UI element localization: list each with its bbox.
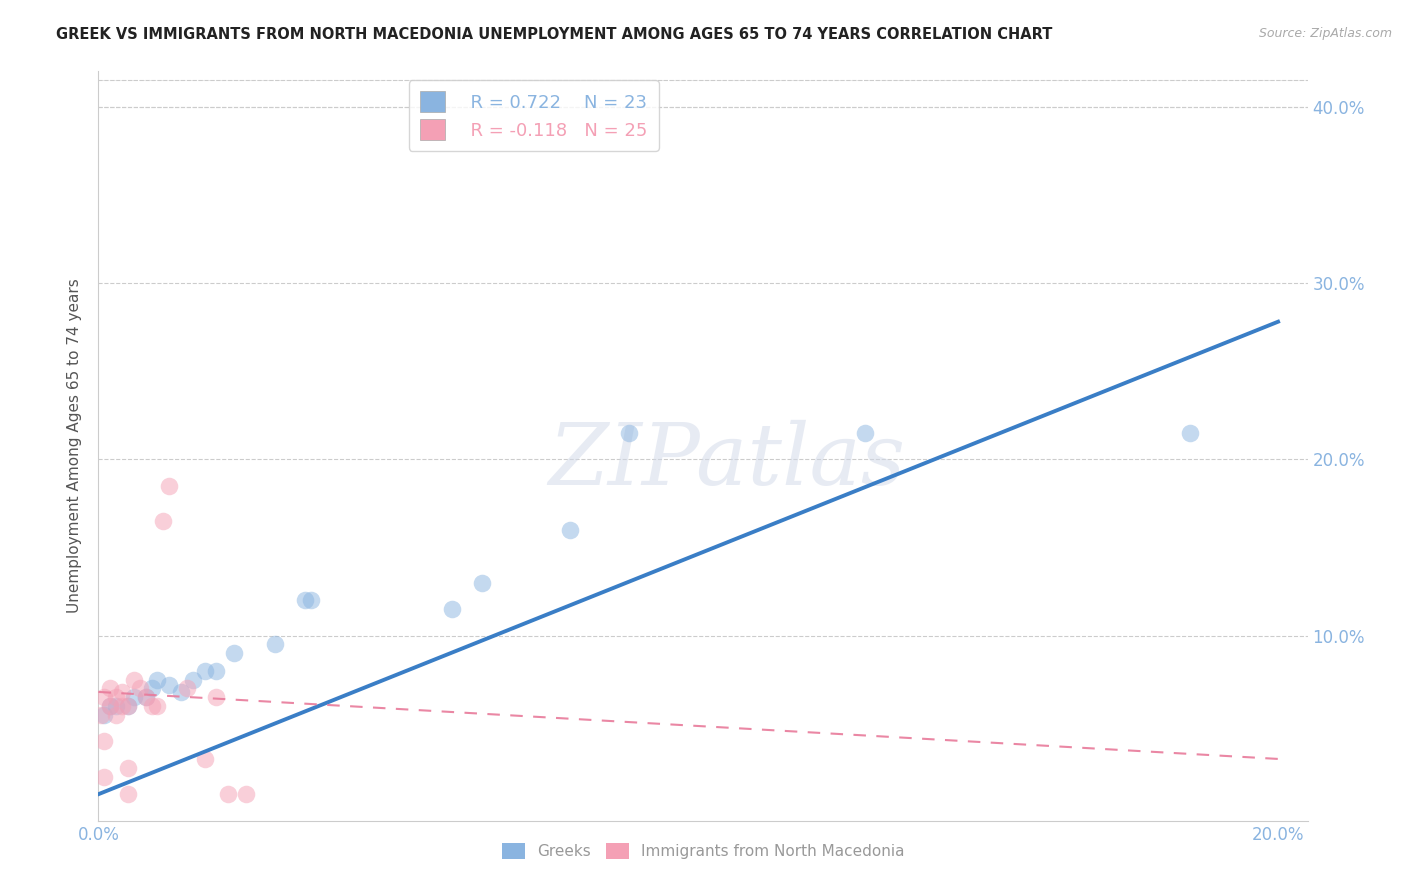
Point bbox=[294, 593, 316, 607]
Point bbox=[135, 690, 157, 705]
Point bbox=[111, 699, 134, 714]
Point bbox=[146, 673, 169, 687]
Point bbox=[181, 673, 204, 687]
Point bbox=[128, 681, 150, 696]
Text: Source: ZipAtlas.com: Source: ZipAtlas.com bbox=[1258, 27, 1392, 40]
Point bbox=[217, 787, 239, 801]
Point bbox=[170, 685, 193, 699]
Point bbox=[90, 707, 112, 722]
Point bbox=[93, 707, 115, 722]
Point bbox=[93, 690, 115, 705]
Point bbox=[93, 734, 115, 748]
Point bbox=[117, 787, 139, 801]
Point bbox=[560, 523, 582, 537]
Point bbox=[111, 685, 134, 699]
Point bbox=[105, 699, 128, 714]
Point bbox=[157, 678, 180, 692]
Point bbox=[222, 646, 245, 660]
Point bbox=[117, 761, 139, 775]
Point bbox=[105, 690, 128, 705]
Point bbox=[146, 699, 169, 714]
Point bbox=[141, 681, 163, 696]
Point bbox=[264, 637, 287, 651]
Point bbox=[141, 699, 163, 714]
Point bbox=[122, 690, 145, 705]
Point bbox=[194, 752, 217, 766]
Point bbox=[441, 602, 464, 616]
Point bbox=[194, 664, 217, 678]
Text: GREEK VS IMMIGRANTS FROM NORTH MACEDONIA UNEMPLOYMENT AMONG AGES 65 TO 74 YEARS : GREEK VS IMMIGRANTS FROM NORTH MACEDONIA… bbox=[56, 27, 1053, 42]
Point bbox=[157, 478, 180, 492]
Point bbox=[98, 681, 121, 696]
Point bbox=[471, 575, 494, 590]
Point bbox=[1178, 425, 1201, 440]
Point bbox=[93, 770, 115, 784]
Point bbox=[205, 664, 228, 678]
Point bbox=[619, 425, 641, 440]
Point bbox=[152, 514, 174, 528]
Point bbox=[98, 699, 121, 714]
Text: ZIPatlas: ZIPatlas bbox=[548, 419, 905, 502]
Point bbox=[235, 787, 257, 801]
Point bbox=[105, 707, 128, 722]
Point bbox=[122, 673, 145, 687]
Point bbox=[98, 699, 121, 714]
Point bbox=[117, 699, 139, 714]
Point bbox=[135, 690, 157, 705]
Legend: Greeks, Immigrants from North Macedonia: Greeks, Immigrants from North Macedonia bbox=[495, 838, 911, 865]
Point bbox=[853, 425, 876, 440]
Y-axis label: Unemployment Among Ages 65 to 74 years: Unemployment Among Ages 65 to 74 years bbox=[67, 278, 83, 614]
Point bbox=[299, 593, 322, 607]
Point bbox=[117, 699, 139, 714]
Point bbox=[176, 681, 198, 696]
Point bbox=[205, 690, 228, 705]
